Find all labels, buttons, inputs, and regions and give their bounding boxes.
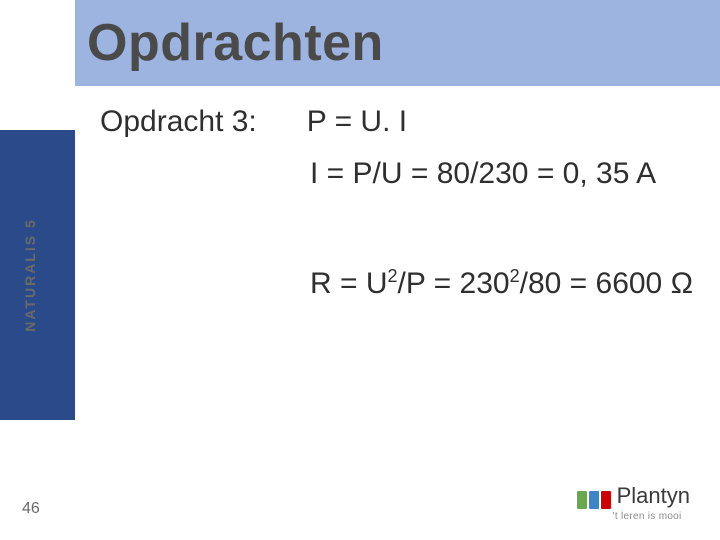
exercise-row-1: Opdracht 3: P = U. I	[100, 105, 700, 139]
eq3-sup2: 2	[510, 266, 520, 286]
logo-swatch-3	[601, 491, 611, 509]
equation-3: R = U2/P = 2302/80 = 6600 Ω	[310, 266, 700, 301]
sidebar-series-text: NATURALIS 5	[22, 218, 38, 332]
sidebar-series-label: NATURALIS 5	[0, 150, 60, 400]
title-band: Opdrachten	[75, 0, 720, 86]
slide: Opdrachten NATURALIS 5 Opdracht 3: P = U…	[0, 0, 720, 540]
logo-row: Plantyn	[577, 483, 690, 509]
logo-mark-icon	[577, 491, 611, 509]
exercise-label: Opdracht 3:	[100, 105, 257, 139]
page-title: Opdrachten	[75, 0, 720, 86]
logo-tagline: 't leren is mooi	[613, 511, 690, 522]
logo-name: Plantyn	[617, 483, 690, 509]
eq3-sup1: 2	[388, 266, 398, 286]
page-number: 46	[22, 500, 40, 518]
logo-swatch-1	[577, 491, 587, 509]
equation-1: P = U. I	[307, 105, 407, 139]
content-area: Opdracht 3: P = U. I I = P/U = 80/230 = …	[100, 105, 700, 301]
eq3-mid: /P = 230	[398, 267, 510, 300]
equation-2: I = P/U = 80/230 = 0, 35 A	[310, 157, 700, 191]
eq3-suffix: /80 = 6600 Ω	[520, 267, 693, 300]
eq3-prefix: R = U	[310, 267, 388, 300]
logo-swatch-2	[589, 491, 599, 509]
publisher-logo: Plantyn 't leren is mooi	[577, 483, 690, 522]
